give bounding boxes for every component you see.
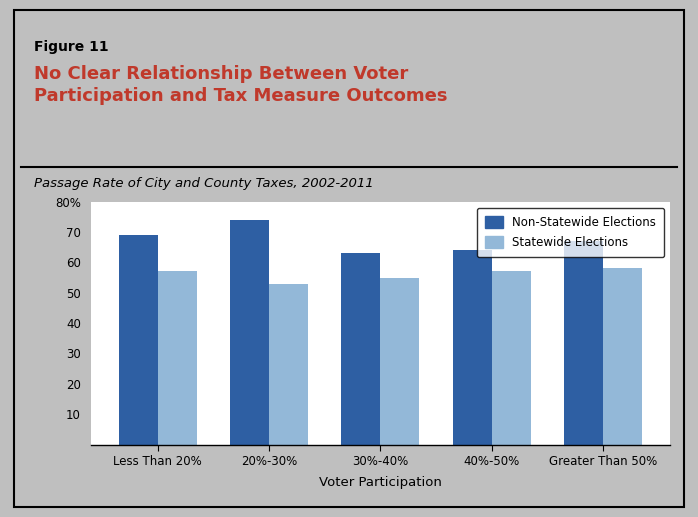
Bar	[269, 284, 308, 445]
Text: No Clear Relationship Between Voter
Participation and Tax Measure Outcomes: No Clear Relationship Between Voter Part…	[34, 65, 447, 105]
Bar	[453, 250, 492, 445]
X-axis label: Voter Participation: Voter Participation	[319, 476, 442, 490]
Bar	[603, 268, 642, 445]
Bar	[119, 235, 158, 445]
Bar	[492, 271, 530, 445]
Text: Passage Rate of City and County Taxes, 2002-2011: Passage Rate of City and County Taxes, 2…	[34, 177, 373, 190]
Bar	[341, 253, 380, 445]
Bar	[380, 278, 419, 445]
Bar	[230, 220, 269, 445]
Bar	[158, 271, 197, 445]
Bar	[564, 241, 603, 445]
Legend: Non-Statewide Elections, Statewide Elections: Non-Statewide Elections, Statewide Elect…	[477, 207, 664, 257]
Text: Figure 11: Figure 11	[34, 40, 109, 54]
